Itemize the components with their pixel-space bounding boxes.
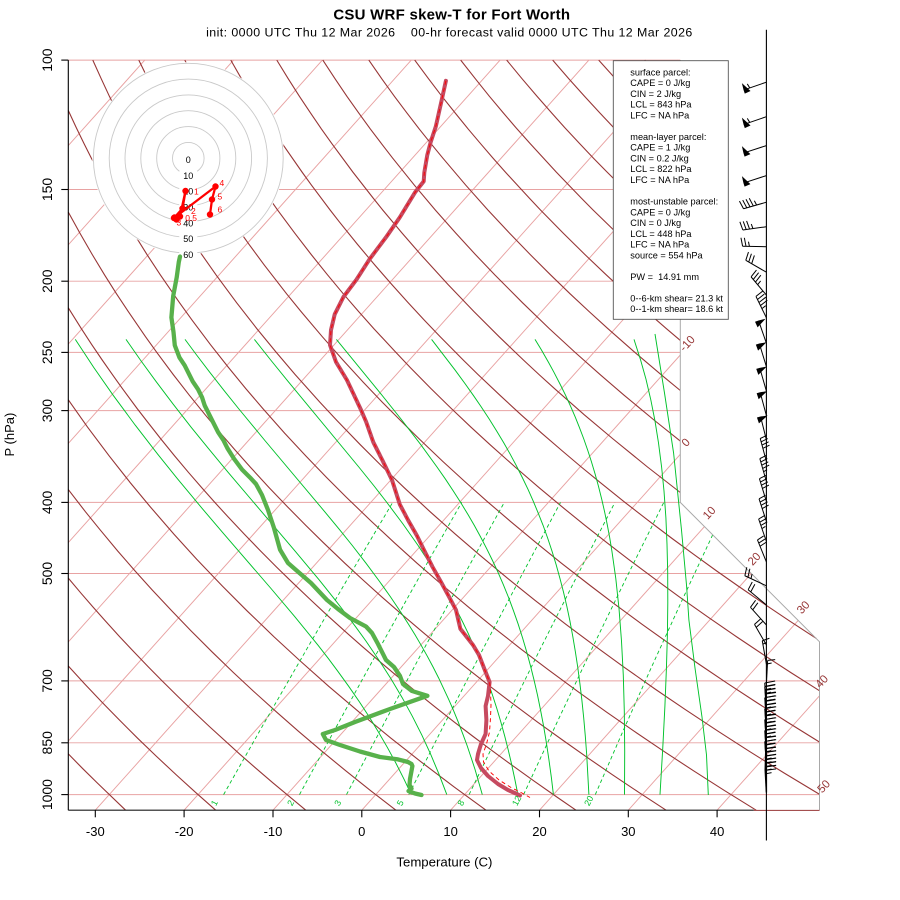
svg-text:CAPE = 0 J/kg: CAPE = 0 J/kg	[630, 207, 690, 217]
svg-text:3: 3	[332, 798, 343, 807]
svg-text:8: 8	[455, 798, 466, 807]
svg-text:0: 0	[358, 824, 365, 839]
svg-text:30: 30	[621, 824, 635, 839]
svg-text:10: 10	[443, 824, 457, 839]
svg-text:3: 3	[177, 218, 182, 228]
svg-text:60: 60	[183, 250, 193, 260]
svg-text:500: 500	[39, 562, 55, 586]
svg-text:CAPE = 1 J/kg: CAPE = 1 J/kg	[630, 143, 690, 153]
svg-text:0--1-km shear= 18.6 kt: 0--1-km shear= 18.6 kt	[630, 304, 723, 314]
svg-text:P (hPa): P (hPa)	[2, 413, 17, 457]
svg-text:PW = 14.91 mm: PW = 14.91 mm	[630, 272, 699, 282]
svg-text:50: 50	[183, 234, 193, 244]
svg-text:mean-layer parcel:: mean-layer parcel:	[630, 132, 706, 142]
svg-text:-10: -10	[264, 824, 283, 839]
svg-text:init: 0000 UTC Thu 12 Mar 2026: init: 0000 UTC Thu 12 Mar 2026 00-hr for…	[206, 25, 693, 39]
svg-text:300: 300	[39, 399, 55, 423]
svg-text:1: 1	[194, 187, 199, 197]
svg-text:40: 40	[710, 824, 724, 839]
svg-text:6: 6	[218, 205, 223, 215]
svg-text:LCL = 822 hPa: LCL = 822 hPa	[630, 164, 692, 174]
svg-text:most-unstable parcel:: most-unstable parcel:	[630, 197, 718, 207]
svg-text:surface parcel:: surface parcel:	[630, 67, 690, 77]
svg-text:LFC = NA hPa: LFC = NA hPa	[630, 240, 690, 250]
svg-text:150: 150	[39, 178, 55, 202]
svg-text:LFC = NA hPa: LFC = NA hPa	[630, 175, 690, 185]
svg-text:40: 40	[183, 218, 193, 228]
svg-text:CIN = 2 J/kg: CIN = 2 J/kg	[630, 89, 681, 99]
svg-text:200: 200	[39, 269, 55, 293]
svg-text:-30: -30	[86, 824, 105, 839]
svg-text:CIN = 0 J/kg: CIN = 0 J/kg	[630, 218, 681, 228]
svg-text:1: 1	[209, 798, 220, 807]
svg-text:2: 2	[191, 206, 196, 216]
svg-text:Temperature (C): Temperature (C)	[396, 854, 492, 869]
svg-text:CSU WRF skew-T for Fort Worth: CSU WRF skew-T for Fort Worth	[333, 6, 570, 23]
svg-text:12: 12	[510, 794, 523, 807]
svg-text:0: 0	[186, 155, 191, 165]
svg-text:4: 4	[220, 178, 225, 188]
svg-text:400: 400	[39, 491, 55, 515]
svg-text:source = 554 hPa: source = 554 hPa	[630, 250, 703, 260]
svg-text:0.5: 0.5	[185, 213, 197, 223]
svg-text:20: 20	[532, 824, 546, 839]
svg-text:5: 5	[395, 798, 406, 807]
svg-text:1000: 1000	[39, 779, 55, 810]
svg-text:LCL = 843 hPa: LCL = 843 hPa	[630, 100, 692, 110]
svg-text:100: 100	[39, 48, 55, 72]
svg-text:10: 10	[183, 171, 193, 181]
svg-text:2: 2	[285, 798, 296, 807]
svg-text:CAPE = 0 J/kg: CAPE = 0 J/kg	[630, 78, 690, 88]
svg-text:0--6-km shear= 21.3 kt: 0--6-km shear= 21.3 kt	[630, 294, 723, 304]
svg-text:700: 700	[39, 669, 55, 693]
svg-text:250: 250	[39, 341, 55, 365]
svg-text:850: 850	[39, 731, 55, 755]
svg-text:-20: -20	[175, 824, 194, 839]
svg-text:CIN = 0.2 J/kg: CIN = 0.2 J/kg	[630, 154, 688, 164]
svg-text:5: 5	[218, 192, 223, 202]
svg-text:LCL = 448 hPa: LCL = 448 hPa	[630, 229, 692, 239]
svg-text:LFC = NA hPa: LFC = NA hPa	[630, 110, 690, 120]
svg-text:20: 20	[582, 794, 595, 807]
